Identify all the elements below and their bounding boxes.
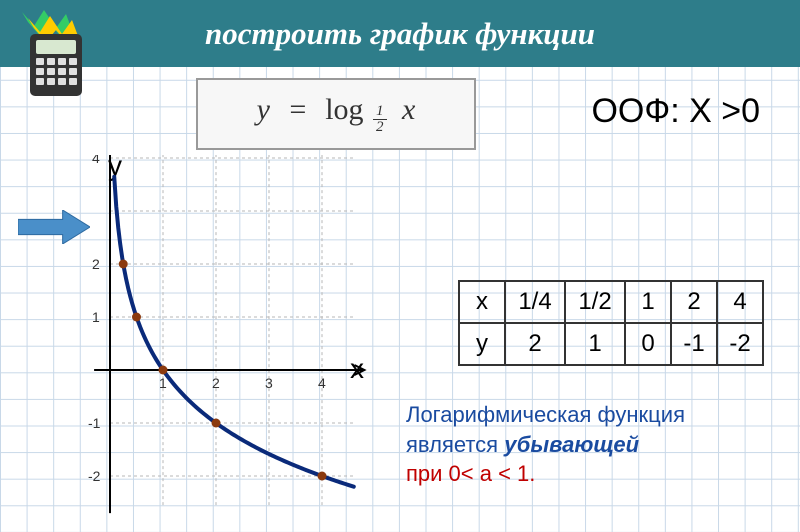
- table-cell: -1: [671, 323, 717, 365]
- svg-text:2: 2: [92, 256, 100, 272]
- arrow-icon: [18, 210, 90, 244]
- table-col-header: 1/4: [505, 281, 565, 323]
- table-col-header: 1/2: [565, 281, 625, 323]
- table-row-header: x: [459, 281, 505, 323]
- caption-line1: Логарифмическая функция: [406, 400, 766, 430]
- caption-emph: убывающей: [504, 432, 639, 457]
- svg-text:4: 4: [318, 375, 326, 391]
- log-chart: 1 2 3 4 4 2 1 -1 -2: [38, 155, 438, 515]
- table-cell: 0: [625, 323, 671, 365]
- svg-text:3: 3: [265, 375, 273, 391]
- table: x1/41/2124y210-1-2: [458, 280, 764, 366]
- caption-condition: при 0< a < 1.: [406, 459, 766, 489]
- caption-text2: является: [406, 432, 504, 457]
- values-table: x1/41/2124y210-1-2: [458, 280, 764, 366]
- table-cell: 1: [565, 323, 625, 365]
- formula-base: 1 2: [373, 104, 387, 135]
- table-row-header: y: [459, 323, 505, 365]
- chart-svg: 1 2 3 4 4 2 1 -1 -2: [38, 155, 438, 515]
- domain-text: ООФ: X >0: [591, 92, 760, 131]
- formula-box: y = log 1 2 x: [196, 78, 476, 150]
- formula-base-den: 2: [373, 120, 387, 135]
- svg-text:-1: -1: [88, 415, 101, 431]
- formula-op: log: [325, 93, 363, 126]
- formula-lhs: y: [257, 93, 270, 126]
- svg-text:4: 4: [92, 155, 100, 166]
- formula-eq: =: [287, 93, 307, 126]
- table-col-header: 2: [671, 281, 717, 323]
- svg-text:1: 1: [159, 375, 167, 391]
- svg-text:-2: -2: [88, 468, 101, 484]
- svg-text:1: 1: [92, 309, 100, 325]
- table-col-header: 4: [717, 281, 763, 323]
- svg-text:2: 2: [212, 375, 220, 391]
- caption-text1: Логарифмическая функция: [406, 402, 685, 427]
- page-title: построить график функции: [205, 16, 595, 52]
- formula-base-num: 1: [373, 104, 387, 120]
- calculator-icon: [14, 8, 94, 100]
- formula-arg: x: [402, 93, 415, 126]
- formula: y = log 1 2 x: [257, 93, 416, 135]
- caption: Логарифмическая функция является убывающ…: [406, 400, 766, 489]
- title-bar: построить график функции: [0, 0, 800, 67]
- table-cell: -2: [717, 323, 763, 365]
- table-col-header: 1: [625, 281, 671, 323]
- caption-line2: является убывающей: [406, 430, 766, 460]
- table-cell: 2: [505, 323, 565, 365]
